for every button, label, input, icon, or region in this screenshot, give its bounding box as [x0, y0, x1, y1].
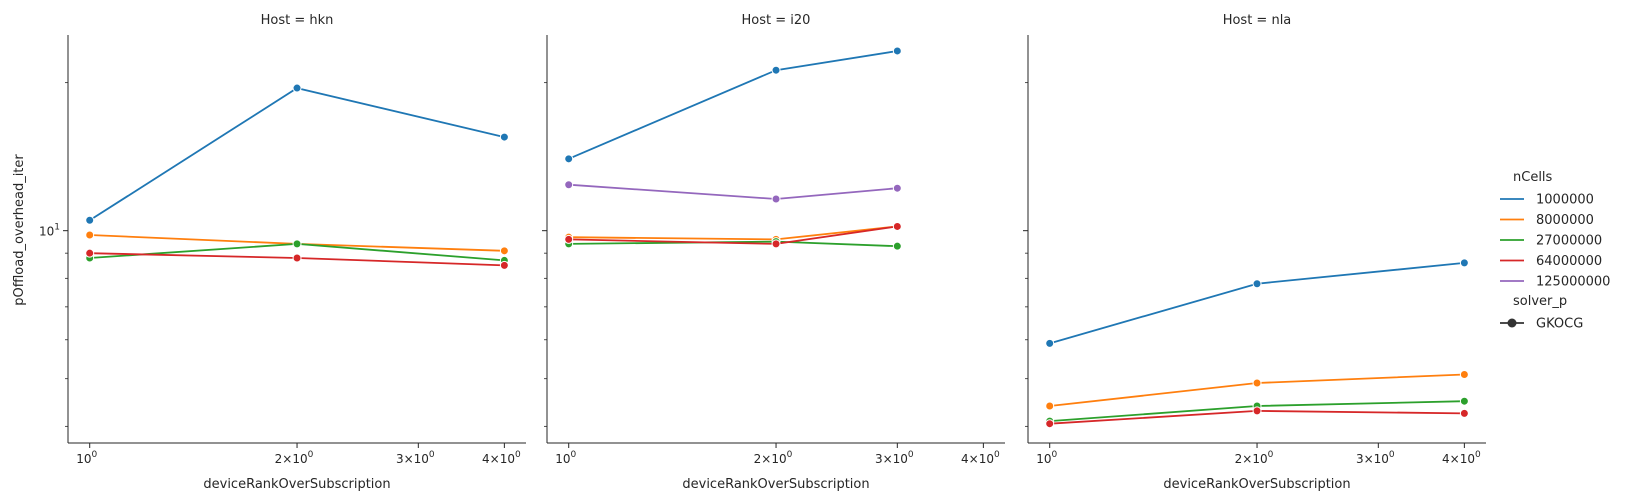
data-point: [499, 246, 509, 256]
data-point: [292, 83, 302, 93]
panel-title: Host = nla: [1223, 13, 1292, 28]
legend: nCells 1000000 8000000 27000000 64000000 1250…: [1500, 170, 1610, 332]
series-8000000: [1045, 369, 1469, 411]
x-tick-exponent: 0: [908, 450, 914, 460]
data-point: [1045, 419, 1055, 429]
legend-style-marker: [1507, 318, 1517, 328]
data-point: [85, 248, 95, 258]
x-tick-label: 3×100: [1356, 450, 1395, 466]
data-point: [85, 215, 95, 225]
x-axis-label: deviceRankOverSubscription: [1163, 477, 1350, 492]
x-tick-exponent: 0: [429, 450, 435, 460]
x-tick-exponent: 0: [1389, 450, 1395, 460]
legend-title: nCells: [1513, 170, 1553, 185]
data-point: [892, 241, 902, 251]
data-point: [1045, 401, 1055, 411]
series-1000000: [1045, 258, 1469, 348]
panel-3: Host = nla 100 2×100 3×100 4×100 deviceRankOv…: [1023, 13, 1486, 492]
series-64000000: [85, 248, 509, 270]
y-axis-label: pOffload_overhead_iter: [12, 154, 27, 306]
series-1000000: [85, 83, 509, 225]
series-64000000: [564, 221, 902, 249]
data-point: [892, 183, 902, 193]
panel-title: Host = hkn: [261, 13, 334, 28]
x-tick-label: 4×100: [482, 450, 521, 466]
x-tick-label: 100: [1036, 450, 1057, 466]
data-point: [1252, 279, 1262, 289]
data-point: [292, 239, 302, 249]
series-1000000: [564, 46, 902, 164]
x-tick-label: 100: [555, 450, 576, 466]
series-125000000: [564, 180, 902, 204]
x-tick-exponent: 0: [515, 450, 521, 460]
data-point: [85, 230, 95, 240]
data-point: [1459, 369, 1469, 379]
x-axis-label: deviceRankOverSubscription: [682, 477, 869, 492]
y-tick-exponent: 1: [54, 223, 60, 233]
data-point: [1252, 406, 1262, 416]
x-tick-label: 3×100: [396, 450, 435, 466]
legend-label: 27000000: [1536, 234, 1602, 249]
data-point: [771, 239, 781, 249]
x-tick-exponent: 0: [570, 450, 576, 460]
legend-label: 64000000: [1536, 254, 1602, 269]
data-point: [771, 194, 781, 204]
x-tick-label: 4×100: [961, 450, 1000, 466]
data-point: [1459, 396, 1469, 406]
panel-title: Host = i20: [742, 13, 811, 28]
panel-2: Host = i20 100 2×100 3×100 4×100 deviceRankOv…: [542, 13, 1005, 492]
legend-style-entry: GKOCG: [1500, 317, 1583, 332]
x-tick-exponent: 0: [994, 450, 1000, 460]
series-64000000: [1045, 406, 1469, 429]
x-tick-label: 2×100: [754, 450, 793, 466]
x-tick-label: 4×100: [1442, 450, 1481, 466]
x-tick-label: 100: [76, 450, 97, 466]
series-line: [89, 87, 505, 222]
data-point: [499, 132, 509, 142]
x-tick-exponent: 0: [1475, 450, 1481, 460]
series-line: [1049, 262, 1465, 345]
series-line: [568, 183, 898, 200]
data-point: [892, 46, 902, 56]
x-tick-exponent: 0: [1268, 450, 1274, 460]
legend-entry: 1000000: [1500, 193, 1594, 208]
legend-style-title: solver_p: [1513, 294, 1567, 309]
x-tick-exponent: 0: [308, 450, 314, 460]
legend-entry: 125000000: [1500, 275, 1610, 290]
legend-entry: 27000000: [1500, 234, 1602, 249]
x-tick-label: 2×100: [275, 450, 314, 466]
legend-label: 125000000: [1536, 275, 1610, 290]
legend-label: 8000000: [1536, 213, 1594, 228]
x-tick-label: 3×100: [875, 450, 914, 466]
data-point: [499, 260, 509, 270]
data-point: [292, 253, 302, 263]
data-point: [771, 65, 781, 75]
data-point: [564, 234, 574, 244]
legend-label: 1000000: [1536, 193, 1594, 208]
x-tick-exponent: 0: [91, 450, 97, 460]
legend-style-label: GKOCG: [1536, 317, 1583, 332]
x-axis-label: deviceRankOverSubscription: [203, 477, 390, 492]
data-point: [1252, 378, 1262, 388]
x-tick-label: 2×100: [1235, 450, 1274, 466]
series-line: [568, 50, 898, 160]
data-point: [564, 180, 574, 190]
data-point: [564, 154, 574, 164]
x-tick-exponent: 0: [787, 450, 793, 460]
y-tick-label: 101: [39, 223, 60, 239]
data-point: [892, 221, 902, 231]
data-point: [1459, 408, 1469, 418]
data-point: [1459, 258, 1469, 268]
x-tick-exponent: 0: [1051, 450, 1057, 460]
legend-entry: 64000000: [1500, 254, 1602, 269]
legend-entry: 8000000: [1500, 213, 1594, 228]
data-point: [1045, 338, 1055, 348]
